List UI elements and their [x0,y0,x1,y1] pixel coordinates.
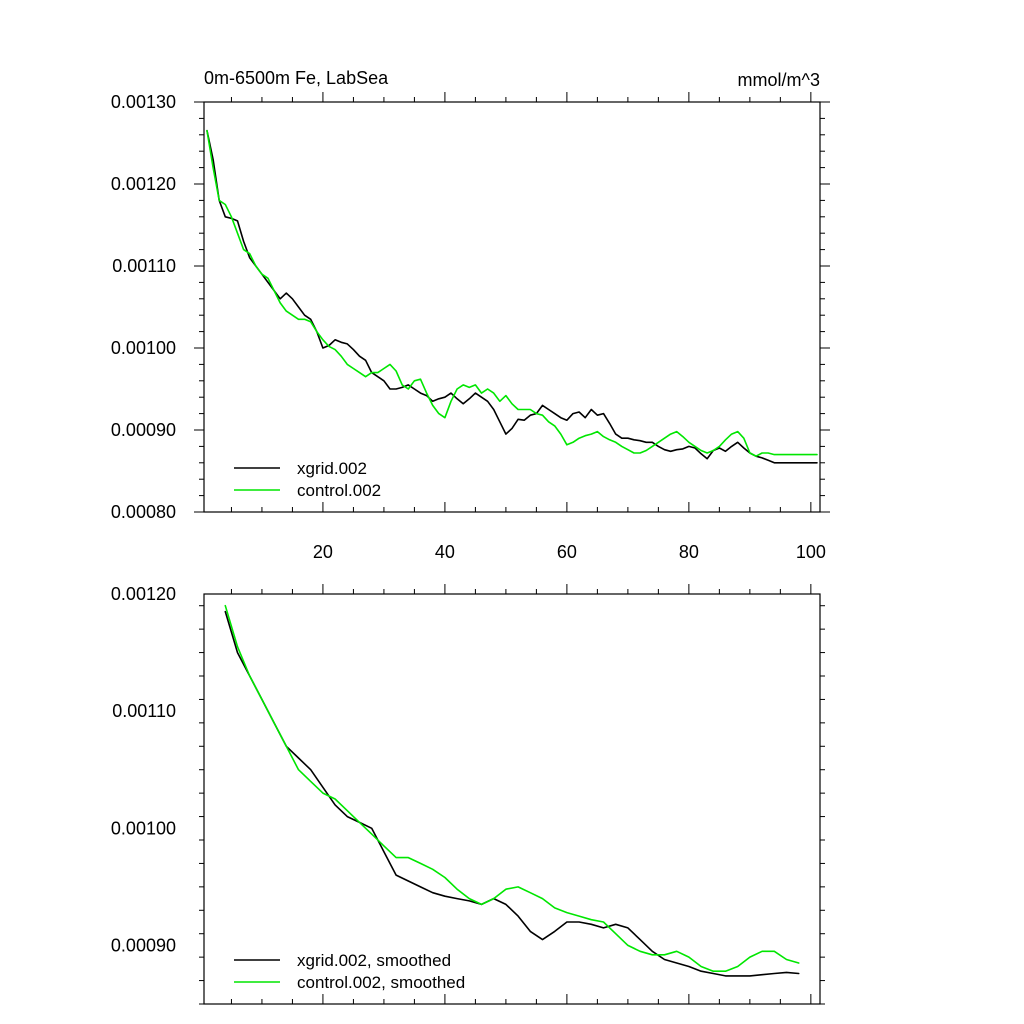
panel-top-frame [203,101,821,513]
panel-bottom-ytick-label: 0.00110 [112,701,176,721]
panel-bottom-ytick-label: 0.00100 [111,818,176,838]
panel-top-ytick-label: 0.00090 [111,420,176,440]
panel-bottom-legend-label: xgrid.002, smoothed [297,951,451,970]
panel-bottom-series-control-002-smoothed [224,604,800,973]
panel-top-ytick-label: 0.00100 [111,338,176,358]
panel-top-ticks: 0.00080 0.00090 0.00100 0.00110 0.00120 0.001… [111,92,830,562]
panel-top-series [206,129,818,464]
panel-bottom-ytick-label: 0.00090 [111,935,176,955]
panel-top-title-right: mmol/m^3 [738,70,820,90]
panel-top-ytick-label: 0.00120 [111,174,176,194]
panel-bottom-series-xgrid-002-smoothed [224,610,800,977]
panel-bottom-legend-label: control.002, smoothed [297,973,465,992]
panel-top-xtick-label: 100 [796,542,826,562]
panel-top-ytick-label: 0.00110 [112,256,176,276]
panel-top-legend: xgrid.002 control.002 [234,459,381,500]
panel-top-ytick-label: 0.00080 [111,502,176,522]
panel-top-xtick-label: 20 [313,542,333,562]
panel-bottom-series [224,604,800,977]
panel-bottom-frame [203,593,821,1005]
panel-top-title-left: 0m-6500m Fe, LabSea [204,68,389,88]
panel-top-ytick-label: 0.00130 [111,92,176,112]
panel-bottom-ticks: 0.00090 0.00100 0.00110 0.00120 [111,584,825,1005]
panel-top-xtick-label: 80 [679,542,699,562]
panel-bottom-legend: xgrid.002, smoothed control.002, smoothed [234,951,465,992]
panel-top: 0m-6500m Fe, LabSea mmol/m^3 0.000800.00… [111,68,830,562]
panel-top-xtick-label: 40 [435,542,455,562]
panel-top-legend-label: xgrid.002 [297,459,367,478]
panel-bottom: 0.00090 0.00100 0.00110 0.00120 xgrid.002, … [111,584,825,1005]
panel-top-xtick-label: 60 [557,542,577,562]
panel-top-series-control-002 [206,129,818,458]
panel-bottom-ytick-label: 0.00120 [111,584,176,604]
panel-top-legend-label: control.002 [297,481,381,500]
panel-top-series-xgrid-002 [206,129,818,464]
